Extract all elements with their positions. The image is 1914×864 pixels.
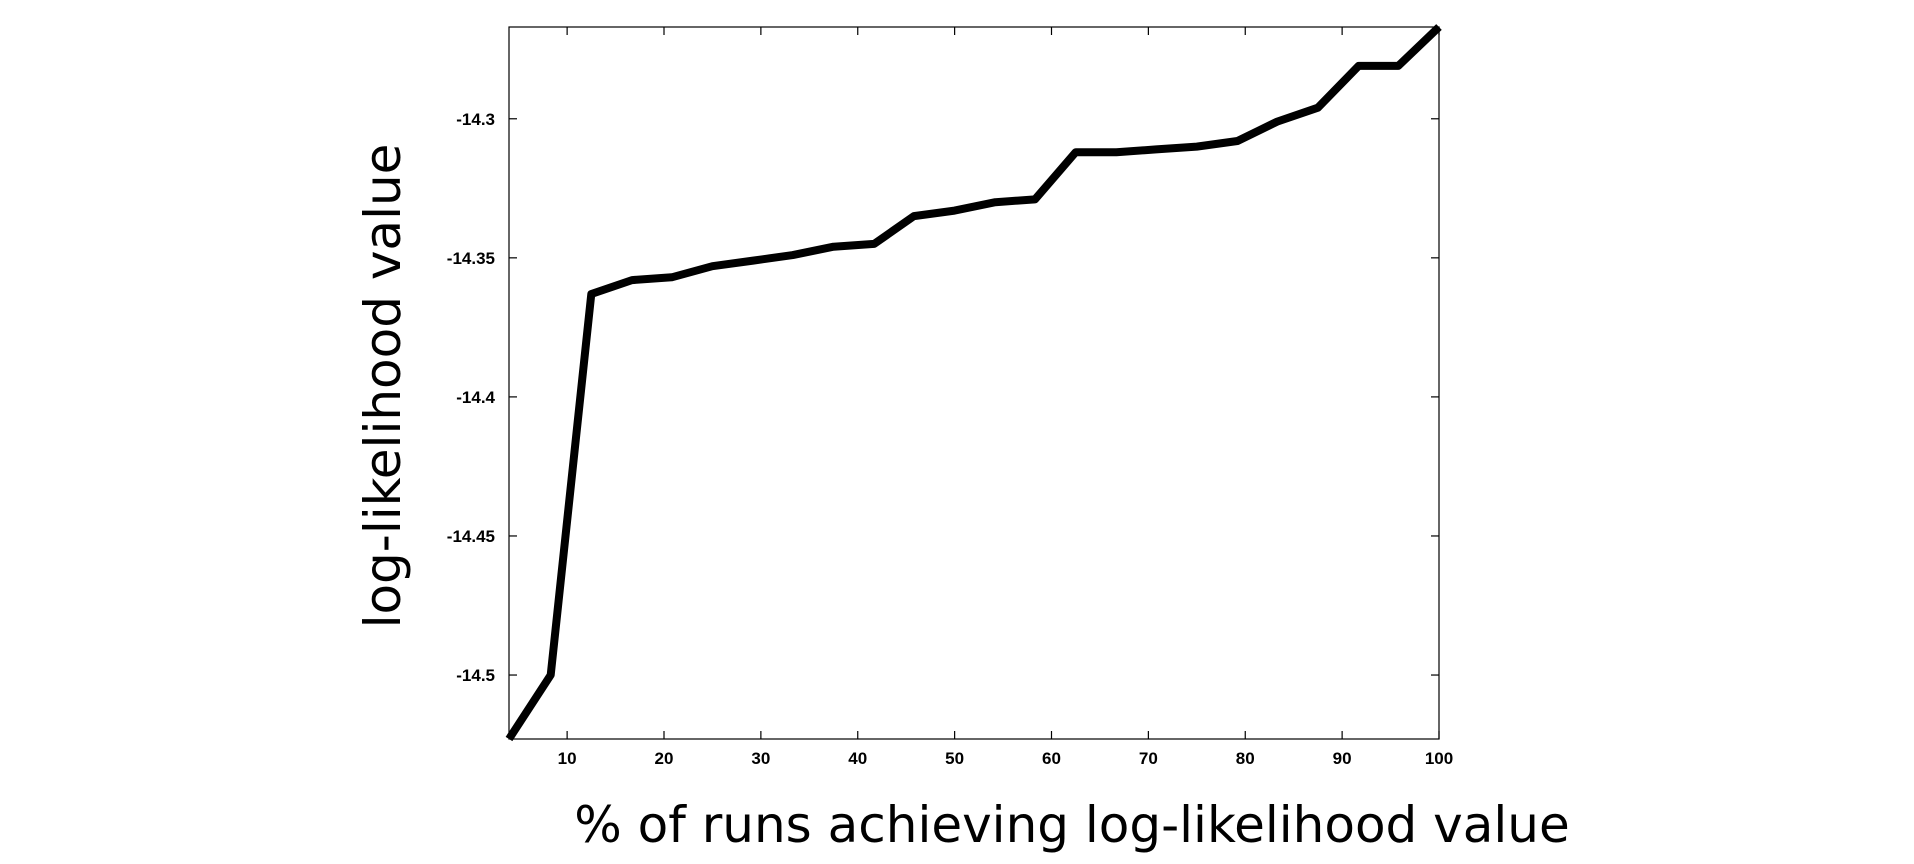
plot-frame <box>508 26 1440 740</box>
x-tick-label: 50 <box>945 749 964 768</box>
x-axis-ticks: 10 20 30 40 50 60 70 80 90 100 <box>558 27 1453 768</box>
x-tick-label: 90 <box>1333 749 1352 768</box>
x-tick-label: 10 <box>558 749 577 768</box>
x-tick-label: 20 <box>655 749 674 768</box>
x-tick-label: 70 <box>1139 749 1158 768</box>
series-line <box>505 24 1442 742</box>
x-axis-title: % of runs achieving log-likelihood value <box>574 796 1569 854</box>
x-tick-label: 30 <box>751 749 770 768</box>
x-tick-label: 60 <box>1042 749 1061 768</box>
y-axis-title: log-likelihood value <box>354 144 412 629</box>
x-tick-label: 40 <box>848 749 867 768</box>
y-tick-label: -14.3 <box>456 110 495 129</box>
y-axis-ticks: -14.3 -14.35 -14.4 -14.45 -14.5 <box>447 110 1439 685</box>
y-tick-label: -14.35 <box>447 249 495 268</box>
y-tick-label: -14.5 <box>456 666 495 685</box>
x-tick-label: 100 <box>1425 749 1453 768</box>
x-tick-label: 80 <box>1236 749 1255 768</box>
y-tick-label: -14.45 <box>447 527 495 546</box>
y-tick-label: -14.4 <box>456 388 495 407</box>
